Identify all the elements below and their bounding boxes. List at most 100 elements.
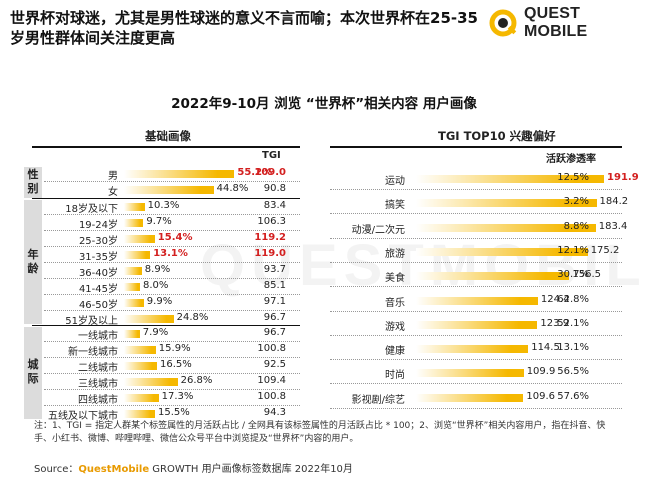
bar-value-label: 17.3%	[161, 391, 194, 402]
category-city-label: 城 际	[24, 358, 42, 386]
tgi-value: 92.5	[263, 359, 286, 370]
bar	[416, 199, 597, 208]
row-divider	[330, 359, 622, 361]
bar-value-label: 10.3%	[147, 200, 180, 211]
row-label: 31-35岁	[78, 252, 118, 263]
tgi-value: 96.7	[263, 312, 286, 323]
bar	[124, 315, 174, 323]
tgi-value-label: 175.2	[590, 244, 620, 256]
bar	[124, 378, 178, 386]
bar-value-label: 44.8%	[216, 183, 249, 194]
category-gender-box	[24, 167, 42, 198]
bar	[124, 235, 155, 243]
row-divider	[44, 310, 300, 312]
bar	[124, 362, 157, 370]
bar	[124, 186, 214, 194]
penetration-value: 57.6%	[557, 390, 589, 402]
source-suffix: GROWTH 用户画像标签数据库 2022年10月	[149, 464, 353, 475]
tgi-value-label: 184.2	[599, 196, 629, 208]
row-divider	[330, 407, 622, 410]
row-label: 36-40岁	[78, 268, 118, 279]
bar	[124, 299, 144, 307]
row-label: 25-30岁	[78, 236, 118, 247]
interest-label: 影视剧/综艺	[351, 394, 405, 406]
bar-value-label: 16.5%	[160, 359, 192, 370]
category-age-label: 年 龄	[24, 248, 42, 276]
row-divider	[44, 214, 300, 216]
bar	[416, 175, 605, 183]
bar	[124, 346, 156, 354]
row-divider	[44, 294, 300, 296]
bar-value-label: 26.8%	[180, 375, 213, 386]
bar	[124, 283, 140, 291]
left-title-underline	[32, 146, 300, 148]
tgi-value: 109.4	[257, 375, 286, 386]
interest-label: 健康	[385, 346, 405, 358]
tgi-value: 94.3	[263, 407, 286, 418]
chart-title: 2022年9-10月 浏览 “世界杯”相关内容 用户画像	[171, 96, 477, 112]
penetration-value: 56.5%	[557, 366, 589, 378]
bar-value-label: 9.9%	[146, 296, 173, 307]
penetration-value: 30.7%	[557, 269, 589, 281]
category-age-box	[24, 200, 42, 324]
row-label: 19-24岁	[78, 220, 118, 231]
row-divider	[44, 405, 300, 407]
row-divider	[330, 237, 622, 240]
row-divider	[330, 213, 622, 215]
category-age-char-2: 龄	[27, 262, 39, 275]
row-divider	[330, 310, 622, 313]
penetration-value: 12.1%	[557, 244, 589, 256]
interest-label: 旅游	[385, 248, 405, 260]
tgi-value: 106.3	[257, 216, 286, 227]
row-label: 41-45岁	[78, 284, 118, 295]
interest-label: 运动	[385, 176, 405, 187]
row-divider	[330, 261, 622, 264]
bar-value-label: 15.4%	[157, 232, 193, 243]
source-prefix: Source：	[34, 464, 79, 475]
tgi-value: 96.7	[263, 327, 286, 338]
tgi-value-label: 191.9	[607, 172, 639, 183]
source-brand: QuestMobile	[78, 464, 150, 475]
row-label: 女	[108, 187, 118, 198]
row-divider	[44, 357, 300, 359]
interest-label: 音乐	[385, 297, 405, 309]
row-label: 一线城市	[78, 331, 118, 342]
right-title-underline	[330, 146, 622, 148]
tgi-value: 119.2	[254, 232, 286, 243]
bar	[124, 330, 140, 338]
interest-label: 时尚	[385, 370, 405, 382]
row-label: 四线城市	[78, 395, 118, 406]
tgi-value-label: 123.9	[540, 317, 570, 329]
bar	[124, 267, 142, 275]
bar-value-label: 15.9%	[158, 343, 191, 354]
bar-value-label: 15.5%	[158, 407, 190, 418]
tgi-value-label: 183.4	[598, 220, 628, 232]
row-label: 男	[108, 171, 118, 182]
tgi-value: 85.1	[263, 280, 286, 291]
bar	[416, 320, 538, 329]
bar-value-label: 7.9%	[142, 327, 169, 338]
bar	[124, 394, 159, 402]
interest-label: 动漫/二次元	[351, 224, 405, 236]
row-divider	[330, 383, 622, 385]
bar-value-label: 8.0%	[143, 280, 169, 291]
bar	[124, 203, 145, 211]
row-divider	[44, 341, 300, 343]
row-divider	[44, 389, 300, 391]
group-divider	[32, 325, 300, 326]
category-gender-char-2: 别	[27, 182, 39, 195]
row-label: 新一线城市	[68, 347, 118, 358]
row-divider	[330, 334, 622, 337]
penetration-value: 62.8%	[557, 293, 589, 305]
bar-value-label: 24.8%	[176, 312, 209, 323]
bar	[124, 251, 151, 259]
row-divider	[44, 373, 300, 375]
bar-value-label: 13.1%	[153, 248, 188, 259]
penetration-value: 12.5%	[557, 172, 589, 183]
tgi-value: 93.7	[263, 264, 286, 275]
tgi-value: 109.0	[254, 167, 286, 178]
category-age-char-1: 年	[27, 248, 39, 261]
category-city-char-2: 际	[27, 372, 39, 385]
tgi-value: 119.0	[254, 248, 286, 259]
tgi-value-label: 124.4	[540, 293, 570, 305]
